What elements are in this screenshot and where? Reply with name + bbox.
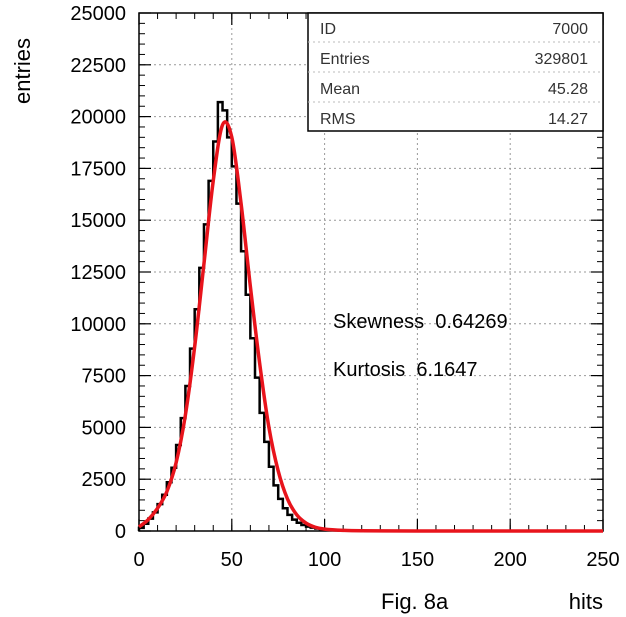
stats-mean-label: Mean xyxy=(320,81,360,98)
x-tick-label: 0 xyxy=(133,549,144,571)
stats-id-label: ID xyxy=(320,21,336,38)
y-tick-label: 20000 xyxy=(70,107,126,129)
skewness-annotation: Skewness 0.64269 xyxy=(333,311,508,333)
stats-rms-value: 14.27 xyxy=(548,111,588,128)
y-tick-label: 17500 xyxy=(70,158,126,180)
x-tick-label: 150 xyxy=(401,549,434,571)
x-tick-label: 200 xyxy=(494,549,527,571)
stats-mean-value: 45.28 xyxy=(548,81,588,98)
stats-box: ID 7000 Entries 329801 Mean 45.28 RMS 14… xyxy=(307,12,604,132)
y-tick-label: 5000 xyxy=(82,417,127,439)
x-tick-label: 100 xyxy=(308,549,341,571)
y-axis-title: entries xyxy=(10,38,35,104)
y-tick-label: 22500 xyxy=(70,55,126,77)
x-tick-label: 50 xyxy=(221,549,243,571)
stats-id-value: 7000 xyxy=(552,21,588,38)
x-axis-title: hits xyxy=(569,589,603,614)
y-tick-label: 25000 xyxy=(70,3,126,25)
y-tick-label: 7500 xyxy=(82,366,127,388)
y-tick-label: 10000 xyxy=(70,314,126,336)
stats-entries-label: Entries xyxy=(320,51,370,68)
y-tick-label: 12500 xyxy=(70,262,126,284)
y-tick-label: 2500 xyxy=(82,469,127,491)
y-tick-label: 0 xyxy=(115,521,126,543)
x-tick-labels: 0 50 100 150 200 250 xyxy=(133,549,619,571)
stats-rms-label: RMS xyxy=(320,111,356,128)
figure-caption: Fig. 8a xyxy=(381,589,449,614)
stats-entries-value: 329801 xyxy=(535,51,588,68)
kurtosis-annotation: Kurtosis 6.1647 xyxy=(333,359,478,381)
y-tick-label: 15000 xyxy=(70,210,126,232)
y-tick-labels: 0 2500 5000 7500 10000 12500 15000 17500 20000 22… xyxy=(70,3,126,543)
x-tick-label: 250 xyxy=(586,549,619,571)
fit-curve xyxy=(137,120,603,533)
